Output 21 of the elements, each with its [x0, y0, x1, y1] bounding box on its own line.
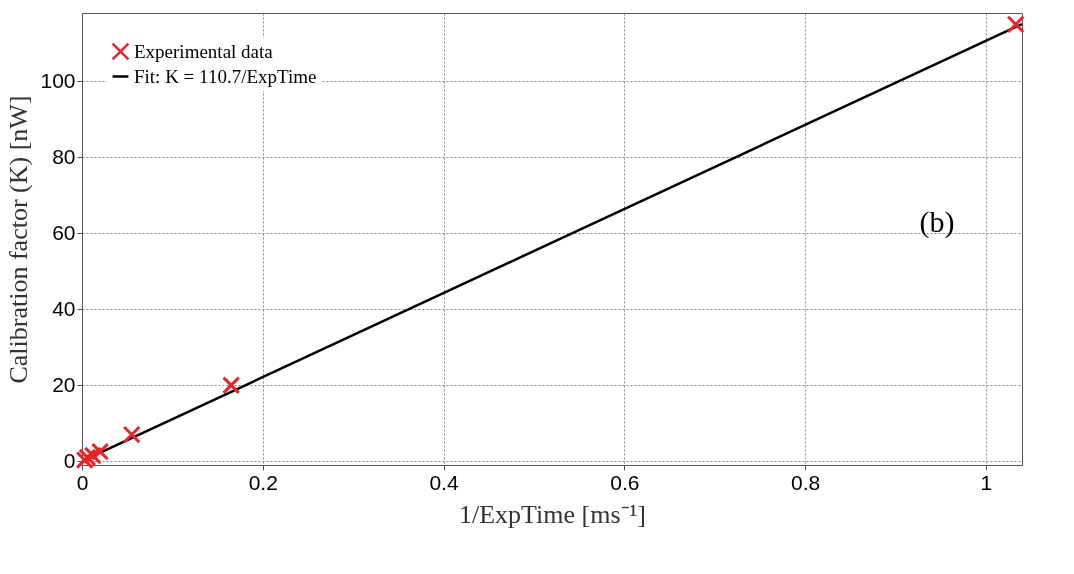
point	[90, 442, 110, 461]
y-tick-label: 80	[52, 144, 76, 168]
x-tick-label: 0.6	[610, 470, 640, 494]
x-axis-title: 1/ExpTime [ms⁻¹]	[458, 499, 647, 529]
y-tick-label: 40	[52, 296, 76, 320]
legend-label: Experimental data	[134, 40, 274, 62]
y-tick-label: 60	[52, 220, 76, 244]
point	[1006, 15, 1025, 34]
x-tick-label: 1	[980, 470, 993, 494]
y-tick-label: 20	[52, 372, 76, 396]
y-tick-label: 0	[63, 448, 76, 472]
point	[222, 376, 241, 395]
x-tick-label: 0.8	[790, 470, 821, 494]
x-tick-label: 0.2	[248, 470, 278, 494]
x-tick-label: 0.4	[429, 470, 459, 494]
legend-label: Fit: K = 110.7/ExpTime	[134, 65, 317, 87]
annotation: (b)	[919, 205, 955, 239]
y-tick-label: 100	[40, 68, 76, 92]
point	[83, 446, 102, 465]
point	[122, 425, 141, 444]
y-axis-title: Calibration factor (K) [nW]	[4, 95, 34, 384]
